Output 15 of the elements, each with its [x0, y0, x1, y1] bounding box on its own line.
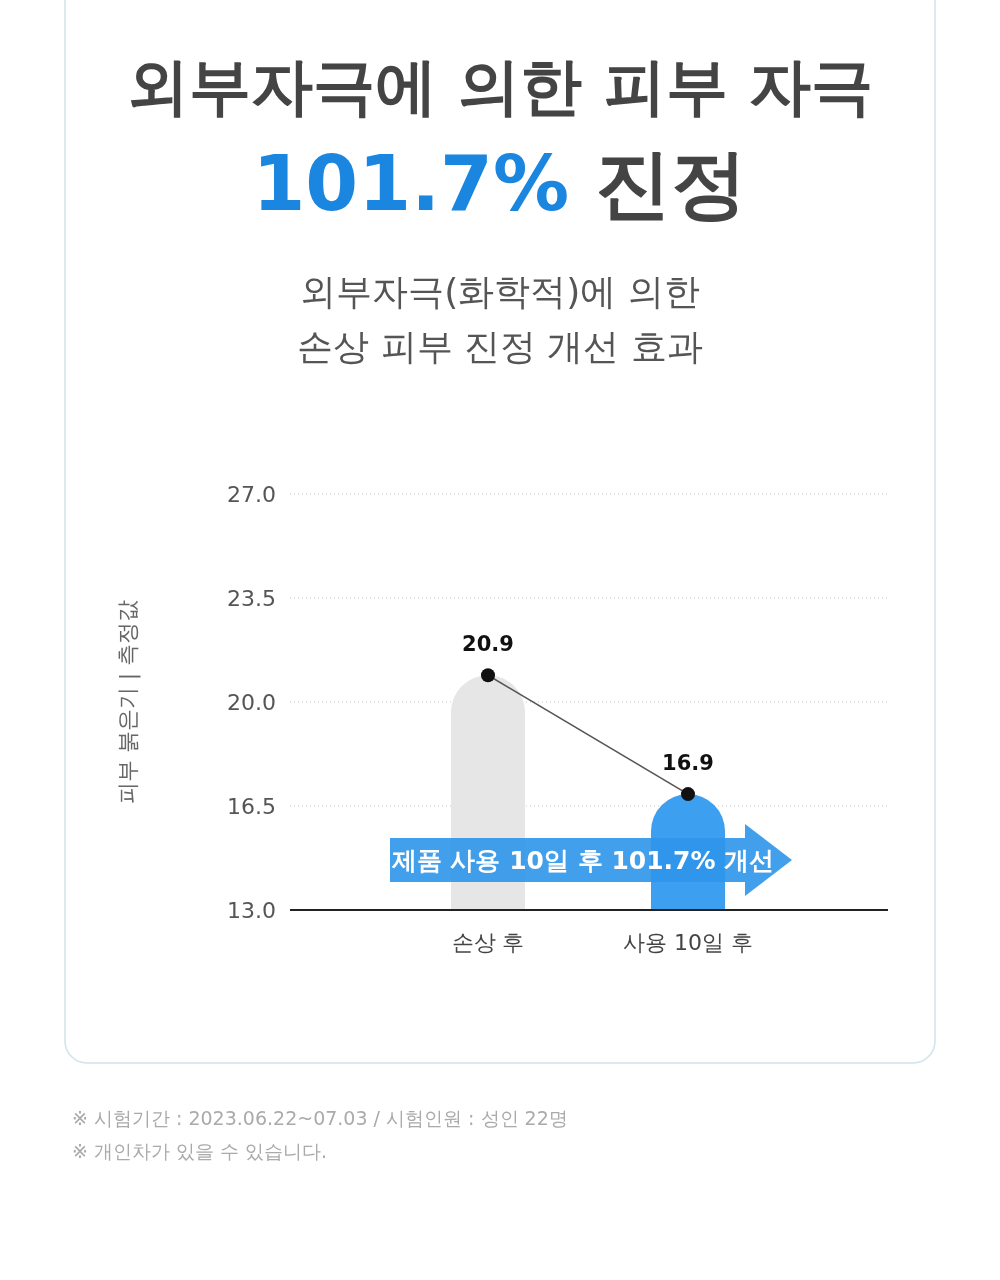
y-tick-label: 13.0 [227, 898, 276, 923]
y-tick-label: 20.0 [227, 690, 276, 715]
x-tick-label: 사용 10일 후 [623, 930, 753, 955]
text: ※ 시험기간 : 2023.06.22~07.03 / 시험인원 : 성인 22명 [72, 1107, 568, 1129]
y-tick-label: 27.0 [227, 482, 276, 507]
y-tick-label: 23.5 [227, 586, 276, 611]
x-tick-label: 손상 후 [451, 930, 525, 955]
annotation: 제품 사용 10일 후 101.7% 개선 [390, 846, 775, 875]
y-tick-label: 16.5 [227, 794, 276, 819]
y-axis-title: 피부 붉은기 | 측정값 [115, 599, 141, 805]
chart-title: 외부자극에 의한 피부 자극 101.7% 진정 [126, 50, 874, 228]
chart-subtitle: 외부자극(화학적)에 의한 손상 피부 진정 개선 효과 [297, 271, 703, 367]
data-label: 20.9 [462, 632, 514, 657]
data-label: 16.9 [662, 751, 714, 776]
text: ※ 개인차가 있을 수 있습니다. [72, 1140, 328, 1162]
